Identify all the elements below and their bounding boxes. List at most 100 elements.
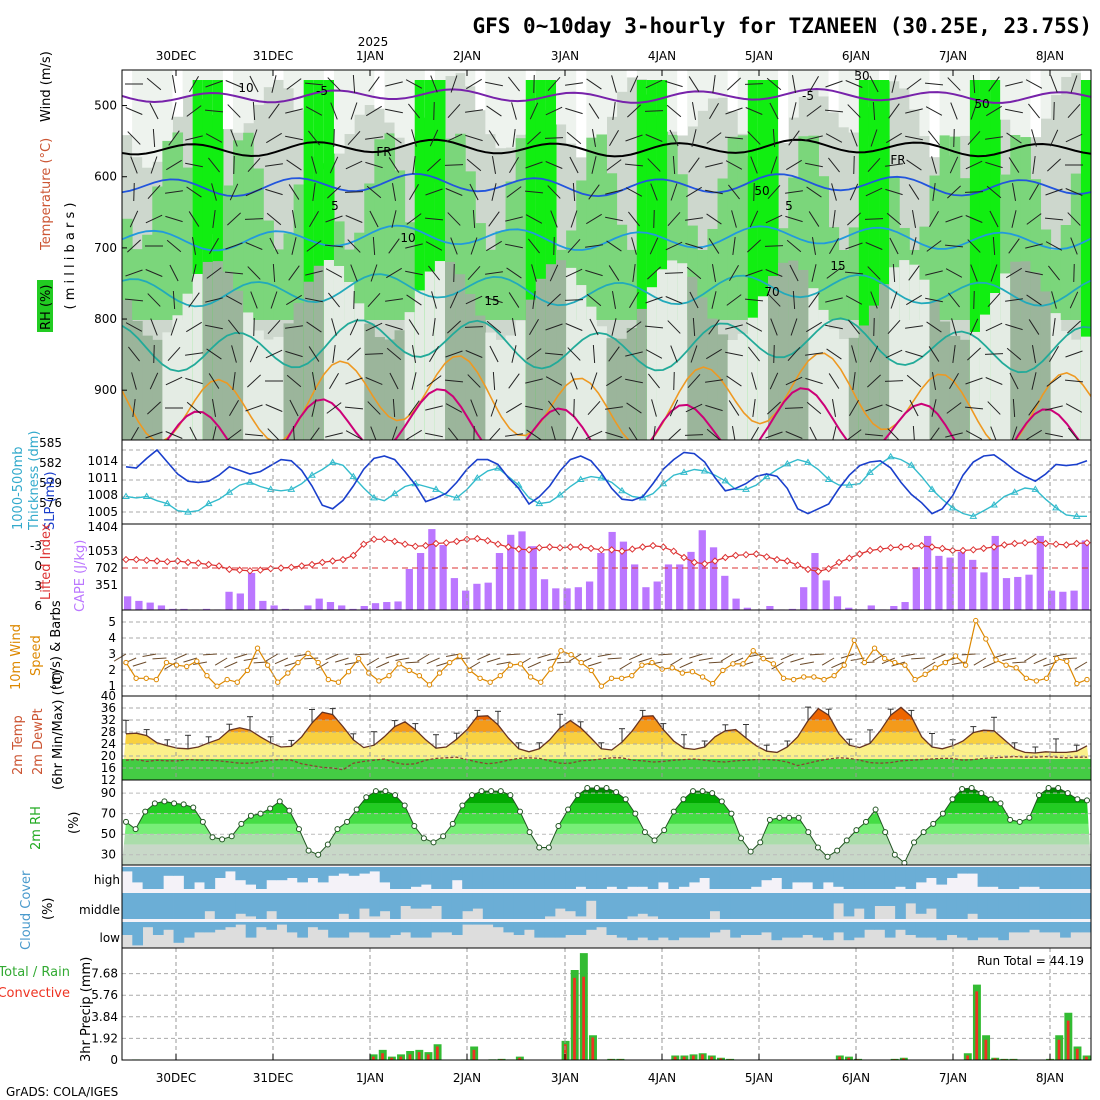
- wind-barb: [149, 102, 159, 120]
- wind-speed-point: [871, 645, 878, 651]
- wind-barb: [1025, 243, 1043, 249]
- rh-lower-column: [1030, 272, 1042, 440]
- rh-dry-column: [939, 70, 951, 165]
- pressure-tick-label: 600: [94, 170, 117, 184]
- wind-speed-point: [123, 659, 129, 666]
- wind-barb: [470, 399, 478, 417]
- cloud-low-bar: [864, 922, 875, 930]
- wind-barb: [731, 426, 736, 440]
- rh2m-point: [997, 800, 1004, 807]
- wind-barb: [1044, 217, 1064, 221]
- top-date-label: 6JAN: [842, 49, 870, 63]
- thickness-point: [287, 485, 296, 492]
- cloud-middle-bar: [647, 893, 659, 917]
- wind-barb: [269, 237, 279, 255]
- cloud-middle-bar: [328, 893, 339, 919]
- cloud-high-bar: [431, 867, 442, 889]
- temperature-minmax-markers: [123, 706, 1080, 753]
- wind-speed-point: [892, 659, 898, 666]
- wind-barb: [967, 347, 981, 361]
- wind-barb: [688, 157, 700, 173]
- rh2m-tick-label: 70: [101, 807, 116, 821]
- wind-barb: [1028, 319, 1040, 335]
- surface-barb: [911, 657, 926, 660]
- wind-barb: [906, 159, 922, 171]
- wind-barb: [829, 237, 839, 255]
- wind-barb: [485, 296, 503, 304]
- rh-saturated-column: [414, 80, 426, 440]
- wind-barb: [306, 240, 322, 252]
- wind-speed-point: [467, 667, 473, 674]
- cloud-middle-bar: [678, 893, 690, 919]
- precip-panel: 7.685.763.841.920 Run Total = 44.19 Tota…: [0, 953, 1091, 1067]
- temperature-axis-title: 2m Temp 2m DewPt (6hr Min/Max) (°C): [11, 670, 66, 790]
- cloud-middle-bar: [152, 893, 164, 919]
- cloud-high-bar: [472, 867, 484, 889]
- wind-speed-point: [750, 648, 756, 654]
- surface-barb: [557, 661, 572, 664]
- wind-barb: [990, 426, 997, 440]
- rh-saturated-column: [313, 80, 325, 440]
- rh-dry-column: [354, 70, 365, 115]
- surface-barb: [619, 661, 633, 670]
- wind-barb: [805, 135, 823, 141]
- wind-barb: [928, 130, 940, 146]
- rh2m-point: [930, 820, 937, 827]
- lifted-index-point: [432, 539, 440, 548]
- thickness-point: [432, 485, 440, 492]
- rh-moist-column: [889, 177, 900, 320]
- wind-barb: [1029, 183, 1039, 201]
- cloud-middle-bar: [956, 893, 968, 919]
- rh2m-point: [315, 851, 322, 858]
- wind-barb: [212, 210, 216, 228]
- cloud-middle-bar: [297, 893, 308, 919]
- cloud-high-bar: [658, 867, 669, 883]
- wind-barb: [884, 380, 904, 382]
- wind-barb: [667, 211, 681, 227]
- rh-lower-column: [122, 300, 133, 440]
- rh-lower-column: [949, 335, 961, 440]
- cloud-middle-bar: [606, 893, 618, 919]
- cloud-low-bar: [152, 922, 164, 935]
- thickness-point: [576, 475, 585, 482]
- rh-lower-column: [576, 285, 587, 440]
- wind-barb: [747, 239, 761, 253]
- cape-bar: [766, 606, 774, 610]
- lifted-index-point: [897, 543, 905, 551]
- rh-dry-column: [1080, 70, 1091, 86]
- wind-barb: [1065, 188, 1083, 196]
- surface-barb: [961, 653, 976, 656]
- precip-convective-bar: [719, 1058, 723, 1060]
- chart-title: GFS 0~10day 3-hourly for TZANEEN (30.25E…: [472, 14, 1092, 38]
- cape-bar: [721, 575, 729, 610]
- rh-dry-column: [707, 70, 719, 99]
- cloud-high-bar: [761, 867, 772, 881]
- surface-barb: [749, 653, 764, 658]
- wind-barb: [490, 399, 498, 417]
- wind-barb: [832, 210, 836, 228]
- wind-barb: [305, 297, 323, 303]
- wind-barb: [385, 323, 403, 331]
- thickness-tick-label: 585: [39, 436, 62, 450]
- wind-barb: [230, 129, 238, 147]
- bottom-date-labels: 30DEC 31DEC 1JAN 2JAN 3JAN 4JAN 5JAN 6JAN 7JAN 8J…: [156, 1071, 1064, 1085]
- wind-speed-point: [548, 666, 554, 672]
- wind-barb: [647, 158, 661, 172]
- wind-barb: [725, 160, 743, 170]
- wind-barb: [565, 323, 583, 331]
- wind-barb: [145, 214, 163, 224]
- wind-barb: [825, 324, 843, 330]
- wind-barb: [747, 131, 761, 145]
- wind-barb: [686, 186, 702, 198]
- wind-barb: [965, 160, 983, 170]
- wind-speed-point: [1064, 658, 1070, 664]
- cape-bar: [236, 593, 244, 610]
- wind-barb: [165, 376, 183, 386]
- wind-barb: [149, 372, 159, 390]
- rh-lower-column: [616, 338, 628, 440]
- wind-barb: [589, 318, 599, 336]
- cape-bar: [890, 606, 898, 610]
- wind-speed-point: [355, 655, 362, 662]
- surface-barb: [537, 653, 552, 659]
